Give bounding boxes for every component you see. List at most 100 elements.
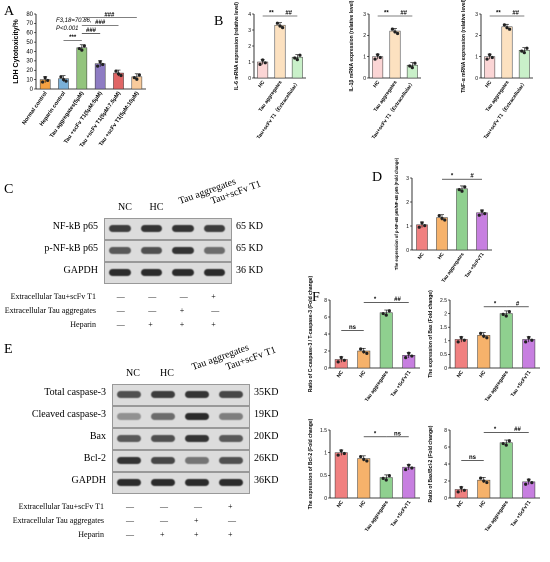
y-tick-label: 0 bbox=[475, 76, 478, 82]
blot-strip bbox=[112, 450, 250, 472]
data-point bbox=[477, 213, 481, 217]
data-point bbox=[460, 189, 464, 193]
data-point bbox=[443, 218, 447, 222]
bar bbox=[456, 188, 468, 251]
protein-band bbox=[172, 224, 194, 232]
data-point bbox=[381, 311, 385, 316]
data-point bbox=[61, 77, 66, 82]
protein-band bbox=[151, 478, 175, 486]
x-tick-label: Tau +ScFvT1 bbox=[464, 251, 486, 279]
bar bbox=[402, 466, 416, 499]
data-point bbox=[336, 453, 340, 457]
y-tick-label: 0 bbox=[324, 366, 327, 372]
significance-label: ** bbox=[496, 11, 501, 17]
data-point bbox=[463, 185, 467, 189]
y-axis-label: Ratio of C-caspase-3 / T-caspase-3 (Fold… bbox=[308, 275, 314, 392]
data-point bbox=[507, 310, 511, 314]
y-tick-label: 6 bbox=[324, 315, 327, 321]
x-tick-label: Tau +ScFvT1 bbox=[510, 370, 533, 399]
treatment-label: Extracellular Tau aggregates bbox=[4, 306, 96, 315]
blot-row-label: GAPDH bbox=[71, 475, 106, 486]
treatment-mark: — bbox=[126, 516, 134, 525]
y-axis-label: LDH Cytotoxicity/% bbox=[13, 18, 20, 83]
data-point bbox=[41, 80, 45, 84]
blot-row-label: Bax bbox=[89, 431, 106, 442]
data-point bbox=[362, 457, 366, 461]
treatment-label: Extracellular Tau+scFv T1 bbox=[18, 502, 104, 511]
x-tick-label: Tau +ScFvT1 bbox=[390, 500, 413, 529]
treatment-mark: — bbox=[116, 292, 125, 301]
protein-band bbox=[219, 478, 243, 486]
data-point bbox=[64, 79, 68, 83]
data-point bbox=[119, 73, 123, 78]
data-point bbox=[507, 439, 511, 443]
x-tick-label: HC bbox=[478, 499, 487, 509]
y-tick-label: 2 bbox=[406, 200, 409, 206]
data-point bbox=[278, 24, 282, 28]
y-tick-label: 2.5 bbox=[440, 298, 447, 304]
protein-band bbox=[185, 390, 209, 398]
y-tick-label: 3 bbox=[475, 12, 478, 18]
bar bbox=[476, 212, 488, 251]
y-tick-label: 6 bbox=[444, 445, 447, 451]
y-tick-label: 0 bbox=[248, 76, 251, 82]
protein-band bbox=[151, 390, 175, 398]
significance-label: ## bbox=[285, 11, 292, 17]
protein-band bbox=[219, 434, 243, 442]
data-point bbox=[98, 60, 102, 64]
treatment-mark: — bbox=[148, 306, 157, 315]
data-point bbox=[101, 62, 105, 67]
data-point bbox=[342, 451, 346, 456]
data-point bbox=[339, 449, 343, 453]
blot-strip bbox=[112, 406, 250, 428]
y-tick-label: 80 bbox=[26, 12, 33, 18]
data-point bbox=[488, 53, 492, 57]
lane-label: NC bbox=[118, 202, 132, 213]
y-axis-label: The expression of Bax (Fold change) bbox=[428, 290, 434, 378]
bar bbox=[454, 339, 468, 369]
kd-label: 36KD bbox=[254, 475, 279, 486]
x-tick-label: HC bbox=[358, 499, 367, 509]
panel-label-e: E bbox=[4, 342, 13, 357]
protein-band bbox=[117, 478, 141, 486]
treatment-mark: — bbox=[194, 502, 202, 511]
data-point bbox=[373, 57, 377, 61]
data-point bbox=[410, 354, 414, 358]
y-tick-label: 1 bbox=[248, 60, 251, 66]
data-point bbox=[396, 31, 400, 36]
protein-band bbox=[203, 224, 225, 232]
significance-label: ## bbox=[514, 427, 521, 433]
data-point bbox=[490, 55, 494, 60]
data-point bbox=[480, 209, 484, 213]
treatment-mark: + bbox=[179, 320, 185, 329]
data-point bbox=[381, 476, 385, 480]
data-point bbox=[525, 46, 529, 50]
treatment-mark: + bbox=[179, 306, 185, 315]
x-tick-label: NC bbox=[417, 251, 426, 261]
data-point bbox=[384, 478, 388, 482]
data-point bbox=[502, 23, 506, 27]
data-point bbox=[407, 351, 411, 355]
y-axis-label: The expression of Bcl-2 (Fold change) bbox=[308, 418, 314, 509]
data-point bbox=[501, 441, 505, 446]
y-tick-label: 0.5 bbox=[320, 473, 327, 479]
data-point bbox=[520, 49, 524, 53]
y-tick-label: 2 bbox=[444, 479, 447, 485]
treatment-label: Heparin bbox=[70, 320, 96, 329]
data-point bbox=[524, 340, 528, 344]
protein-band bbox=[117, 390, 141, 398]
y-tick-label: 0 bbox=[363, 76, 366, 82]
blot-strip bbox=[104, 262, 232, 284]
y-tick-label: 1.5 bbox=[440, 325, 447, 331]
x-tick-label: HC bbox=[484, 79, 493, 89]
data-point bbox=[116, 72, 121, 76]
kd-label: 36 KD bbox=[236, 265, 263, 276]
data-point bbox=[96, 64, 100, 68]
data-point bbox=[275, 21, 279, 25]
data-point bbox=[508, 27, 512, 31]
protein-band bbox=[151, 412, 175, 420]
protein-band bbox=[185, 478, 209, 486]
bar bbox=[436, 217, 448, 251]
data-point bbox=[522, 51, 526, 55]
data-point bbox=[365, 459, 369, 463]
